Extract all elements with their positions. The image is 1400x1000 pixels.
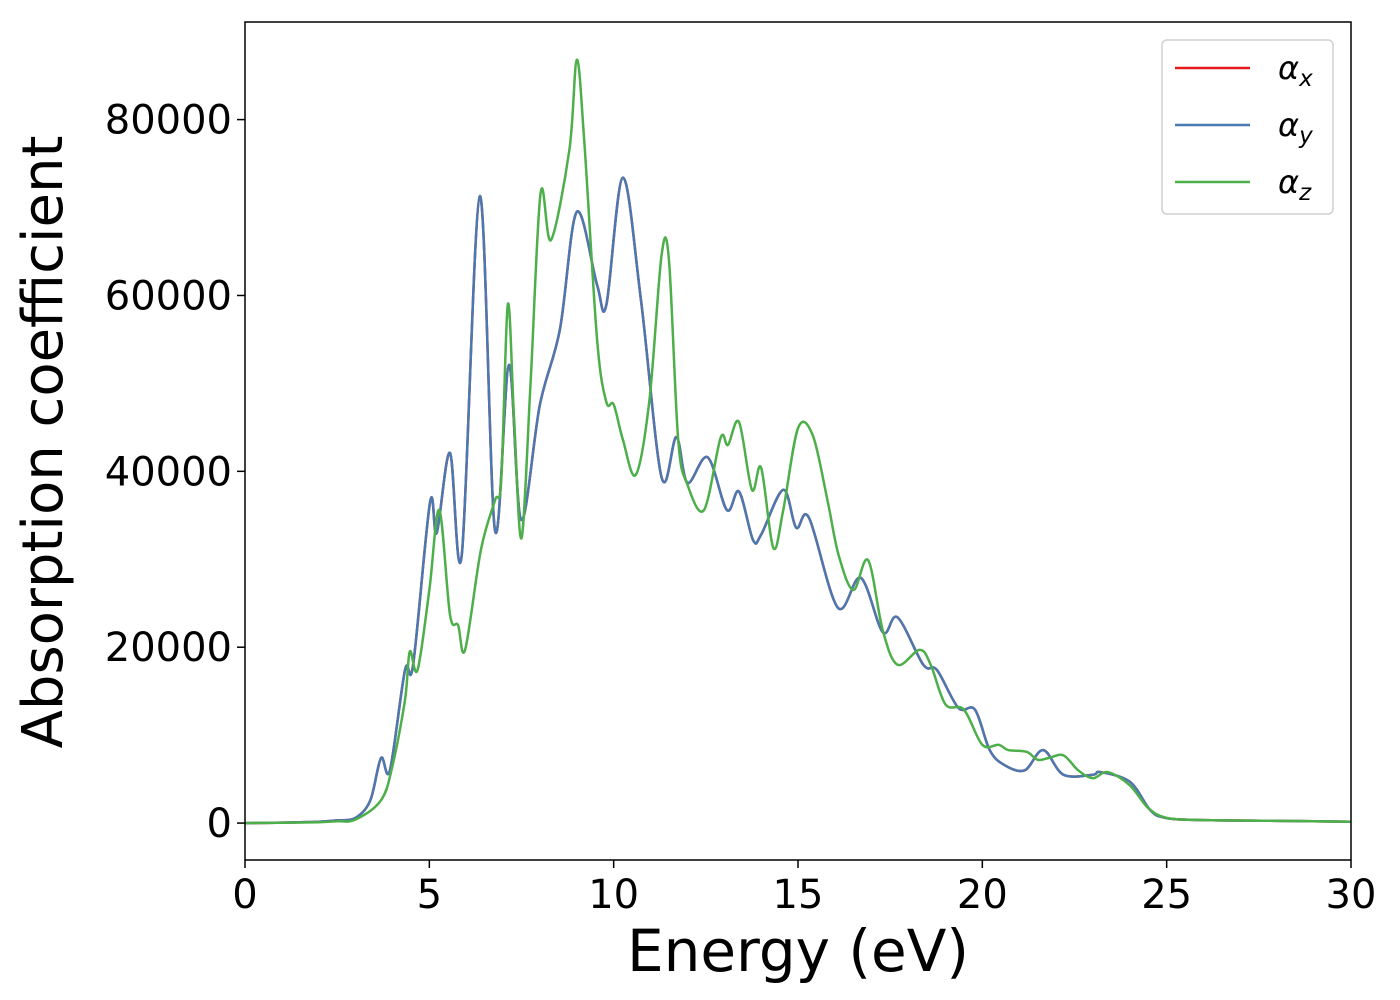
y-tick-label: 20000 — [105, 625, 232, 671]
legend-label: αz — [1278, 163, 1312, 206]
y-tick-label: 60000 — [105, 273, 232, 319]
y-axis-label: Absorption coefficient — [11, 136, 76, 749]
x-tick-label: 30 — [1326, 872, 1377, 918]
legend-box — [1161, 39, 1334, 215]
x-tick-label: 0 — [232, 872, 257, 918]
x-axis-label: Energy (eV) — [627, 917, 969, 985]
x-tick-label: 10 — [588, 872, 639, 918]
y-tick-label: 40000 — [105, 449, 232, 495]
x-tick-label: 5 — [417, 872, 442, 918]
y-tick-label: 80000 — [105, 98, 232, 144]
x-tick-label: 15 — [773, 872, 824, 918]
legend-label: αy — [1278, 106, 1313, 149]
series-line — [245, 58, 1351, 825]
x-tick-label: 20 — [957, 872, 1008, 918]
series-line — [245, 176, 1351, 825]
x-tick-label: 25 — [1141, 872, 1192, 918]
legend-label: αx — [1278, 49, 1313, 92]
y-tick-label: 0 — [207, 801, 232, 847]
plot-frame — [244, 21, 1352, 861]
